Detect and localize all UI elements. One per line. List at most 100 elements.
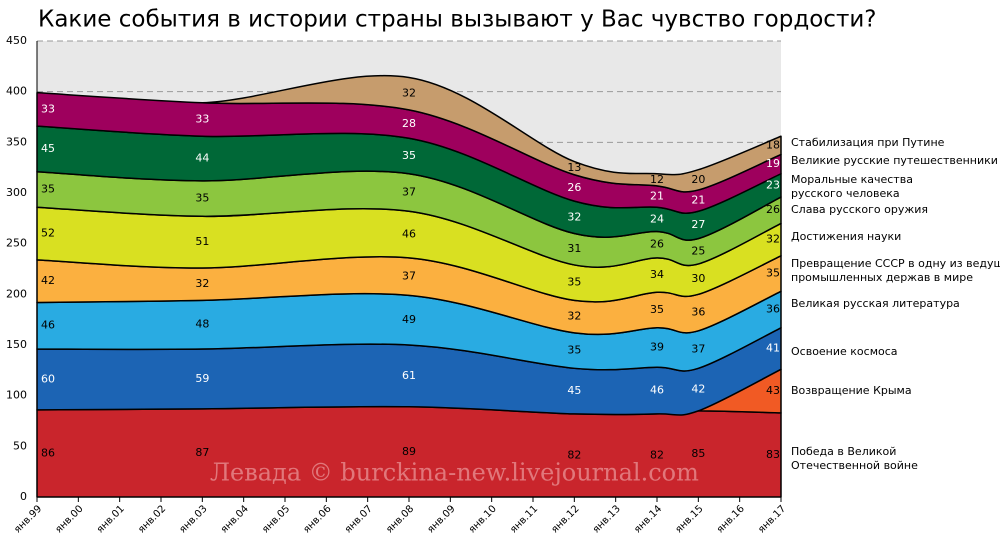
- value-label: 46: [41, 319, 55, 332]
- value-label: 37: [402, 185, 416, 198]
- y-tick-label: 200: [6, 287, 27, 300]
- x-tick-label: янв.13: [591, 503, 623, 535]
- value-label: 46: [650, 384, 664, 397]
- value-label: 83: [766, 448, 780, 461]
- x-tick-label: янв.09: [426, 503, 458, 535]
- watermark: Левада © burckina-new.livejournal.com: [210, 459, 699, 487]
- value-label: 30: [691, 272, 705, 285]
- x-tick-label: янв.05: [260, 503, 292, 535]
- value-label: 41: [766, 342, 780, 355]
- value-label: 44: [195, 152, 209, 165]
- value-label: 52: [41, 227, 55, 240]
- value-label: 23: [766, 178, 780, 191]
- value-label: 32: [766, 233, 780, 246]
- y-tick-label: 50: [13, 439, 27, 452]
- value-label: 32: [567, 310, 581, 323]
- legend-label: Стабилизация при Путине: [791, 136, 945, 149]
- x-tick-label: янв.08: [384, 503, 416, 535]
- value-label: 42: [41, 274, 55, 287]
- value-label: 13: [567, 161, 581, 174]
- value-label: 49: [402, 313, 416, 326]
- x-tick-label: янв.12: [550, 503, 582, 535]
- legend-label: Возвращение Крыма: [791, 384, 912, 397]
- legend-label: Моральные качества русского человека: [791, 173, 913, 200]
- x-tick-label: янв.17: [756, 503, 788, 535]
- y-tick-label: 300: [6, 186, 27, 199]
- x-tick-label: янв.07: [343, 503, 375, 535]
- x-tick-label: янв.99: [12, 503, 44, 535]
- value-label: 26: [766, 203, 780, 216]
- y-tick-label: 350: [6, 135, 27, 148]
- y-tick-label: 100: [6, 389, 27, 402]
- value-label: 25: [691, 244, 705, 257]
- y-tick-label: 150: [6, 338, 27, 351]
- value-label: 37: [402, 270, 416, 283]
- value-label: 82: [650, 448, 664, 461]
- chart-title: Какие события в истории страны вызывают …: [38, 7, 877, 33]
- value-label: 82: [567, 448, 581, 461]
- value-label: 36: [766, 303, 780, 316]
- value-label: 46: [402, 228, 416, 241]
- x-tick-label: янв.14: [632, 503, 664, 535]
- value-label: 27: [691, 218, 705, 231]
- value-label: 35: [402, 149, 416, 162]
- value-label: 42: [691, 383, 705, 396]
- y-tick-label: 250: [6, 237, 27, 250]
- legend-label: Освоение космоса: [791, 345, 898, 358]
- value-label: 45: [567, 384, 581, 397]
- x-tick-label: янв.10: [467, 503, 499, 535]
- x-tick-label: янв.15: [674, 503, 706, 535]
- value-label: 35: [567, 276, 581, 289]
- value-label: 21: [650, 190, 664, 203]
- legend-label: Великие русские путешественники: [791, 154, 998, 167]
- x-tick-label: янв.16: [715, 503, 747, 535]
- value-label: 32: [567, 210, 581, 223]
- x-tick-label: янв.00: [54, 503, 86, 535]
- value-label: 21: [691, 194, 705, 207]
- value-label: 26: [650, 238, 664, 251]
- value-label: 31: [567, 242, 581, 255]
- value-label: 61: [402, 369, 416, 382]
- value-label: 60: [41, 372, 55, 385]
- value-label: 33: [41, 102, 55, 115]
- legend-label: Слава русского оружия: [791, 203, 928, 216]
- value-label: 85: [691, 447, 705, 460]
- legend-label: Великая русская литература: [791, 297, 960, 310]
- y-tick-label: 400: [6, 85, 27, 98]
- value-label: 37: [691, 343, 705, 356]
- value-label: 36: [691, 306, 705, 319]
- value-label: 32: [402, 87, 416, 100]
- x-tick-label: янв.06: [302, 503, 334, 535]
- value-label: 48: [195, 318, 209, 331]
- value-label: 26: [567, 181, 581, 194]
- value-label: 87: [195, 446, 209, 459]
- value-label: 35: [650, 303, 664, 316]
- value-label: 35: [567, 344, 581, 357]
- value-label: 32: [195, 277, 209, 290]
- value-label: 35: [195, 192, 209, 205]
- value-label: 43: [766, 384, 780, 397]
- value-label: 86: [41, 446, 55, 459]
- value-label: 35: [41, 182, 55, 195]
- y-tick-label: 450: [6, 34, 27, 47]
- value-label: 12: [650, 173, 664, 186]
- value-label: 34: [650, 268, 664, 281]
- value-label: 35: [766, 267, 780, 280]
- area: [201, 74, 782, 193]
- value-label: 89: [402, 445, 416, 458]
- value-label: 24: [650, 212, 664, 225]
- value-label: 20: [691, 173, 705, 186]
- x-tick-label: янв.04: [219, 503, 251, 535]
- value-label: 19: [766, 157, 780, 170]
- y-tick-label: 0: [20, 490, 27, 503]
- x-tick-label: янв.11: [508, 503, 540, 535]
- value-label: 59: [195, 372, 209, 385]
- value-label: 28: [402, 117, 416, 130]
- value-label: 45: [41, 142, 55, 155]
- x-tick-label: янв.02: [136, 503, 168, 535]
- x-tick-label: янв.03: [178, 503, 210, 535]
- value-label: 33: [195, 113, 209, 126]
- legend-label: Победа в Великой Отечественной войне: [791, 445, 918, 472]
- legend-label: Превращение СССР в одну из ведущих промыш…: [791, 257, 1000, 284]
